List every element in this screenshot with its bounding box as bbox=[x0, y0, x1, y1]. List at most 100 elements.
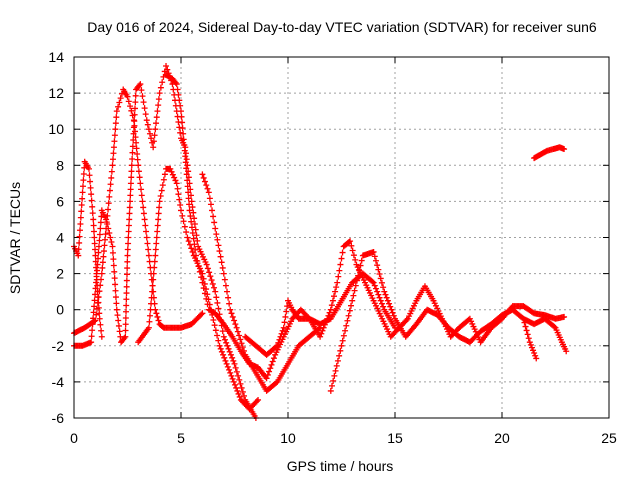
data-point bbox=[87, 178, 94, 185]
x-tick-label: 20 bbox=[494, 430, 510, 446]
data-point bbox=[273, 343, 280, 350]
data-point bbox=[188, 198, 195, 205]
data-point bbox=[93, 273, 100, 280]
data-point bbox=[139, 198, 146, 205]
data-point bbox=[124, 271, 131, 278]
data-point bbox=[323, 318, 330, 325]
data-point bbox=[207, 273, 214, 280]
data-point bbox=[79, 183, 86, 190]
data-point bbox=[122, 327, 129, 334]
data-point bbox=[348, 242, 355, 249]
data-point bbox=[184, 183, 191, 190]
data-point bbox=[177, 129, 184, 136]
data-point bbox=[237, 336, 244, 343]
data-point bbox=[78, 208, 85, 215]
data-point bbox=[132, 92, 139, 99]
data-point bbox=[153, 310, 160, 317]
data-point bbox=[350, 252, 357, 259]
data-point bbox=[124, 93, 131, 100]
data-point bbox=[183, 171, 190, 178]
data-point bbox=[97, 219, 104, 226]
data-point bbox=[150, 144, 157, 151]
data-point bbox=[177, 202, 184, 209]
data-point bbox=[94, 261, 101, 268]
data-point bbox=[152, 246, 159, 253]
data-point bbox=[155, 96, 162, 103]
data-point bbox=[174, 86, 181, 93]
data-point bbox=[209, 280, 216, 287]
data-point bbox=[89, 203, 96, 210]
data-point bbox=[98, 270, 105, 277]
data-point bbox=[92, 258, 99, 265]
data-point bbox=[319, 327, 326, 334]
data-point bbox=[528, 344, 535, 351]
data-point bbox=[115, 317, 122, 324]
data-point bbox=[215, 337, 222, 344]
data-point bbox=[99, 264, 106, 271]
data-point bbox=[123, 277, 130, 284]
data-point bbox=[232, 321, 239, 328]
data-point bbox=[150, 138, 157, 145]
data-point bbox=[138, 192, 145, 199]
data-point bbox=[203, 295, 210, 302]
data-point bbox=[95, 255, 102, 262]
data-point bbox=[333, 284, 340, 291]
data-point bbox=[234, 387, 241, 394]
data-point bbox=[194, 257, 201, 264]
data-point bbox=[214, 236, 221, 243]
data-point bbox=[190, 235, 197, 242]
data-point bbox=[220, 270, 227, 277]
data-point bbox=[230, 378, 237, 385]
data-point bbox=[283, 308, 290, 315]
data-point bbox=[76, 227, 83, 234]
y-tick-label: -6 bbox=[52, 410, 65, 426]
y-tick-label: 0 bbox=[56, 302, 64, 318]
data-point bbox=[216, 248, 223, 255]
data-point bbox=[226, 300, 233, 307]
chart-title: Day 016 of 2024, Sidereal Day-to-day VTE… bbox=[87, 19, 597, 35]
data-point bbox=[90, 309, 97, 316]
data-point bbox=[145, 246, 152, 253]
series-track-f bbox=[199, 171, 324, 394]
data-point bbox=[92, 246, 99, 253]
data-point bbox=[88, 197, 95, 204]
data-point bbox=[173, 81, 180, 88]
data-point bbox=[185, 238, 192, 245]
data-point bbox=[186, 207, 193, 214]
data-point bbox=[371, 282, 378, 289]
data-point bbox=[219, 328, 226, 335]
data-point bbox=[125, 234, 132, 241]
data-point bbox=[161, 171, 168, 178]
data-point bbox=[276, 336, 283, 343]
data-point bbox=[153, 234, 160, 241]
data-point bbox=[320, 324, 327, 331]
data-point bbox=[176, 97, 183, 104]
data-point bbox=[237, 380, 244, 387]
data-point bbox=[124, 252, 131, 259]
data-point bbox=[151, 258, 158, 265]
data-point bbox=[122, 321, 129, 328]
data-point bbox=[221, 336, 228, 343]
data-point bbox=[183, 229, 190, 236]
data-point bbox=[218, 348, 225, 355]
data-point bbox=[204, 185, 211, 192]
data-point bbox=[124, 258, 131, 265]
data-point bbox=[92, 285, 99, 292]
data-point bbox=[76, 239, 83, 246]
data-point bbox=[230, 357, 237, 364]
data-point bbox=[90, 222, 97, 229]
data-point bbox=[223, 339, 230, 346]
data-point bbox=[206, 195, 213, 202]
data-point bbox=[127, 103, 134, 110]
data-point bbox=[182, 153, 189, 160]
data-point bbox=[188, 224, 195, 231]
series-track-b bbox=[71, 86, 206, 337]
data-point bbox=[551, 323, 558, 330]
data-point bbox=[203, 182, 210, 189]
data-point bbox=[109, 243, 116, 250]
data-point bbox=[213, 231, 220, 238]
data-point bbox=[75, 252, 82, 259]
data-point bbox=[159, 79, 166, 86]
data-point bbox=[113, 300, 120, 307]
data-point bbox=[226, 366, 233, 373]
